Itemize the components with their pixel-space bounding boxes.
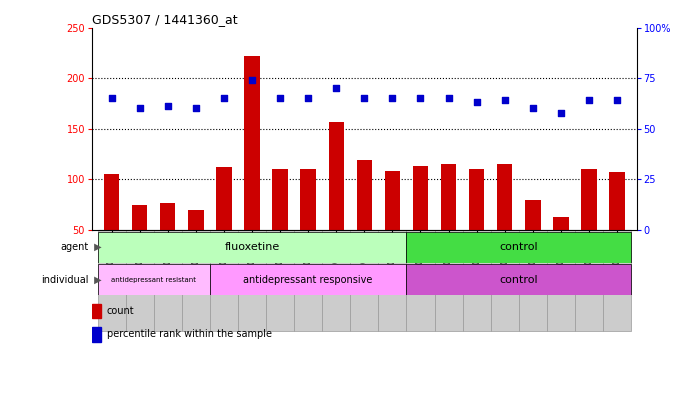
Bar — [322, 230, 350, 331]
Point — [331, 85, 342, 92]
Bar — [300, 169, 316, 230]
Bar — [553, 217, 569, 230]
Bar — [104, 174, 119, 230]
Bar — [547, 230, 575, 331]
Bar — [154, 230, 182, 331]
Bar — [491, 230, 519, 331]
Bar — [97, 230, 125, 331]
Bar — [97, 264, 210, 295]
Text: ▶: ▶ — [91, 275, 102, 285]
Point — [556, 109, 567, 116]
Bar — [238, 230, 266, 331]
Bar — [188, 209, 204, 230]
Bar — [575, 230, 603, 331]
Bar — [272, 169, 288, 230]
Point — [274, 95, 285, 101]
Point — [303, 95, 314, 101]
Text: antidepressant resistant: antidepressant resistant — [111, 277, 196, 283]
Bar — [97, 232, 407, 263]
Text: individual: individual — [41, 275, 89, 285]
Point — [247, 77, 257, 83]
Point — [612, 97, 622, 103]
Bar — [125, 230, 154, 331]
Point — [191, 105, 202, 112]
Point — [134, 105, 145, 112]
Bar — [407, 230, 434, 331]
Point — [106, 95, 117, 101]
Point — [443, 95, 454, 101]
Text: antidepressant responsive: antidepressant responsive — [244, 275, 373, 285]
Bar — [357, 160, 372, 230]
Bar — [210, 264, 407, 295]
Bar — [92, 304, 101, 318]
Bar — [210, 230, 238, 331]
Bar — [350, 230, 379, 331]
Point — [584, 97, 595, 103]
Bar — [582, 169, 597, 230]
Bar — [609, 172, 624, 230]
Bar — [603, 230, 631, 331]
Point — [387, 95, 398, 101]
Bar — [407, 232, 631, 263]
Text: percentile rank within the sample: percentile rank within the sample — [107, 329, 272, 340]
Point — [471, 99, 482, 106]
Bar — [497, 164, 513, 230]
Point — [219, 95, 229, 101]
Bar — [294, 230, 322, 331]
Bar — [216, 167, 232, 230]
Text: fluoxetine: fluoxetine — [224, 242, 280, 252]
Text: ▶: ▶ — [91, 242, 102, 252]
Text: count: count — [107, 306, 135, 316]
Bar — [328, 121, 344, 230]
Bar — [385, 171, 400, 230]
Bar — [434, 230, 462, 331]
Text: agent: agent — [61, 242, 89, 252]
Point — [162, 103, 173, 110]
Bar — [413, 166, 428, 230]
Bar — [244, 56, 259, 230]
Bar — [525, 200, 541, 230]
Point — [359, 95, 370, 101]
Bar — [132, 205, 147, 230]
Bar — [441, 164, 456, 230]
Point — [499, 97, 510, 103]
Text: control: control — [499, 242, 538, 252]
Bar — [519, 230, 547, 331]
Bar — [469, 169, 484, 230]
Point — [415, 95, 426, 101]
Bar — [160, 202, 176, 230]
Bar — [266, 230, 294, 331]
Text: control: control — [499, 275, 538, 285]
Text: GDS5307 / 1441360_at: GDS5307 / 1441360_at — [92, 13, 238, 26]
Bar — [407, 264, 631, 295]
Bar — [379, 230, 407, 331]
Point — [527, 105, 538, 112]
Bar — [182, 230, 210, 331]
Bar — [92, 327, 101, 342]
Bar — [462, 230, 491, 331]
